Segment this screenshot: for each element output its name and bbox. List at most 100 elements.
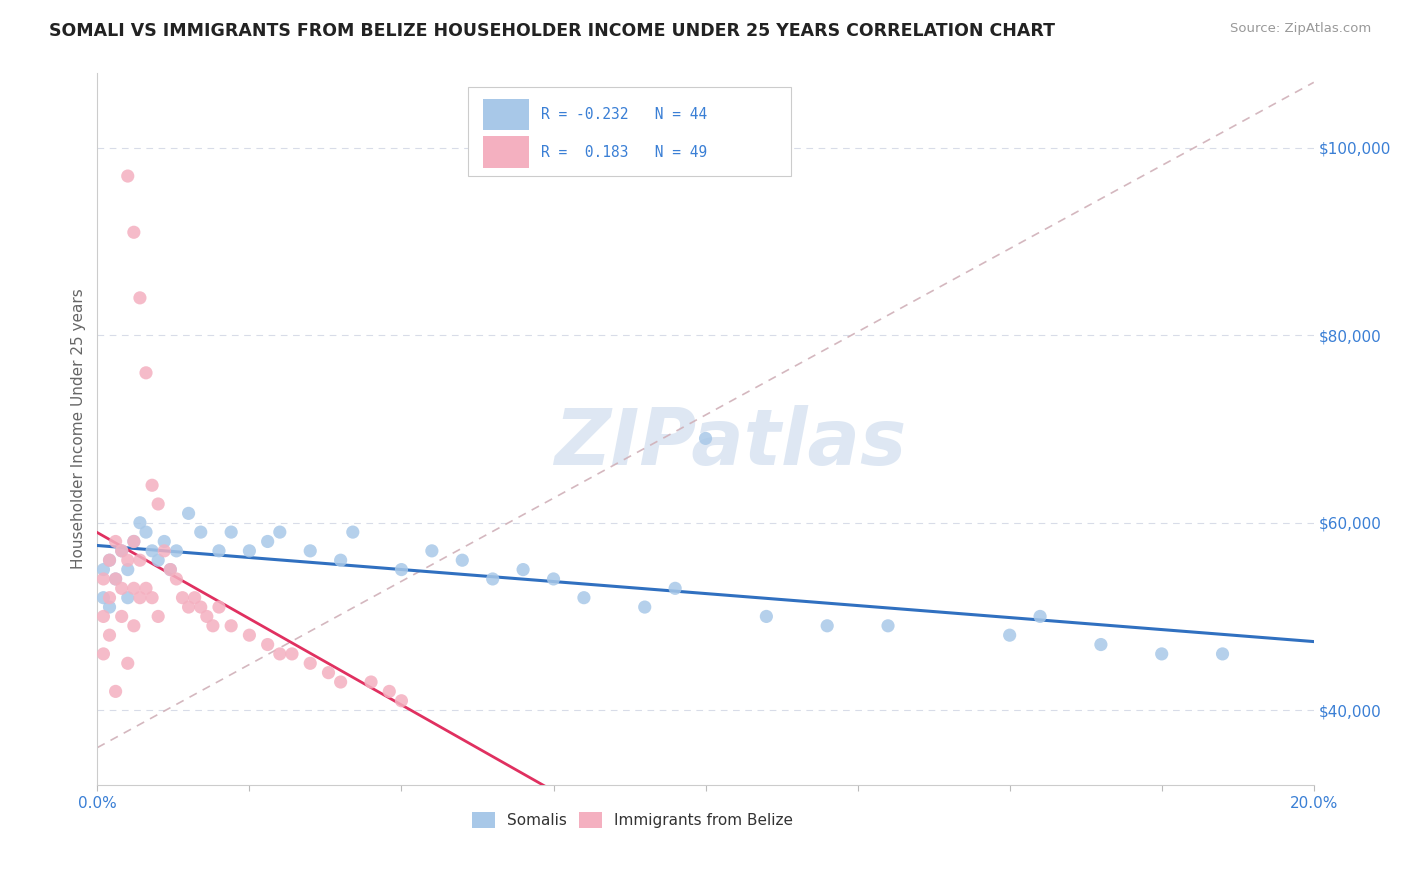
Point — [219, 619, 242, 633]
Point — [695, 431, 717, 445]
Point — [329, 553, 352, 567]
Point — [572, 591, 595, 605]
Point — [117, 591, 139, 605]
Text: R =  0.183   N = 49: R = 0.183 N = 49 — [541, 145, 707, 160]
Point — [998, 628, 1021, 642]
Point — [755, 609, 778, 624]
Point — [238, 628, 260, 642]
Point — [159, 563, 181, 577]
Point — [190, 600, 212, 615]
Point — [93, 647, 115, 661]
Point — [420, 544, 443, 558]
Point — [93, 572, 115, 586]
Text: R = -0.232   N = 44: R = -0.232 N = 44 — [541, 107, 707, 122]
Point — [281, 647, 304, 661]
Point — [1212, 647, 1234, 661]
Point — [122, 534, 145, 549]
Point — [183, 591, 205, 605]
Point — [165, 544, 187, 558]
Point — [111, 582, 134, 596]
Point — [299, 544, 322, 558]
Point — [117, 169, 139, 183]
Point — [135, 366, 157, 380]
Point — [329, 675, 352, 690]
Point — [104, 572, 127, 586]
Point — [378, 684, 401, 698]
Point — [111, 544, 134, 558]
Point — [129, 553, 152, 567]
Point — [141, 591, 163, 605]
Text: ZIPatlas: ZIPatlas — [554, 405, 905, 482]
Point — [111, 544, 134, 558]
Point — [360, 675, 382, 690]
Point — [815, 619, 838, 633]
Point — [122, 619, 145, 633]
Point — [141, 544, 163, 558]
Bar — [482, 136, 529, 168]
Point — [135, 525, 157, 540]
Point — [190, 525, 212, 540]
Point — [117, 657, 139, 671]
Point — [256, 638, 278, 652]
Text: Source: ZipAtlas.com: Source: ZipAtlas.com — [1230, 22, 1371, 36]
Point — [195, 609, 218, 624]
Y-axis label: Householder Income Under 25 years: Householder Income Under 25 years — [72, 289, 86, 569]
Point — [172, 591, 194, 605]
Point — [238, 544, 260, 558]
Point — [146, 553, 169, 567]
Point — [342, 525, 364, 540]
Point — [256, 534, 278, 549]
Point — [117, 563, 139, 577]
Point — [481, 572, 503, 586]
FancyBboxPatch shape — [468, 87, 790, 177]
Point — [129, 516, 152, 530]
Point — [98, 591, 121, 605]
Point — [269, 525, 291, 540]
Point — [153, 534, 176, 549]
Point — [141, 478, 163, 492]
Point — [318, 665, 340, 680]
Point — [208, 600, 231, 615]
Point — [664, 582, 686, 596]
Point — [159, 563, 181, 577]
Point — [122, 582, 145, 596]
Point — [98, 553, 121, 567]
Point — [1029, 609, 1052, 624]
Legend: Somalis, Immigrants from Belize: Somalis, Immigrants from Belize — [465, 806, 800, 834]
Point — [153, 544, 176, 558]
Text: SOMALI VS IMMIGRANTS FROM BELIZE HOUSEHOLDER INCOME UNDER 25 YEARS CORRELATION C: SOMALI VS IMMIGRANTS FROM BELIZE HOUSEHO… — [49, 22, 1056, 40]
Point — [877, 619, 900, 633]
Point — [269, 647, 291, 661]
Point — [93, 591, 115, 605]
Point — [104, 684, 127, 698]
Point — [98, 600, 121, 615]
Point — [98, 628, 121, 642]
Point — [93, 563, 115, 577]
Point — [122, 225, 145, 239]
Point — [391, 694, 413, 708]
Point — [165, 572, 187, 586]
Point — [104, 572, 127, 586]
Point — [451, 553, 474, 567]
Point — [129, 291, 152, 305]
Point — [634, 600, 657, 615]
Point — [122, 534, 145, 549]
Point — [219, 525, 242, 540]
Point — [177, 507, 200, 521]
Point — [201, 619, 224, 633]
Point — [208, 544, 231, 558]
Point — [543, 572, 565, 586]
Point — [111, 609, 134, 624]
Bar — [482, 99, 529, 130]
Point — [177, 600, 200, 615]
Point — [93, 609, 115, 624]
Point — [512, 563, 534, 577]
Point — [1150, 647, 1173, 661]
Point — [146, 609, 169, 624]
Point — [391, 563, 413, 577]
Point — [1090, 638, 1112, 652]
Point — [146, 497, 169, 511]
Point — [129, 591, 152, 605]
Point — [117, 553, 139, 567]
Point — [104, 534, 127, 549]
